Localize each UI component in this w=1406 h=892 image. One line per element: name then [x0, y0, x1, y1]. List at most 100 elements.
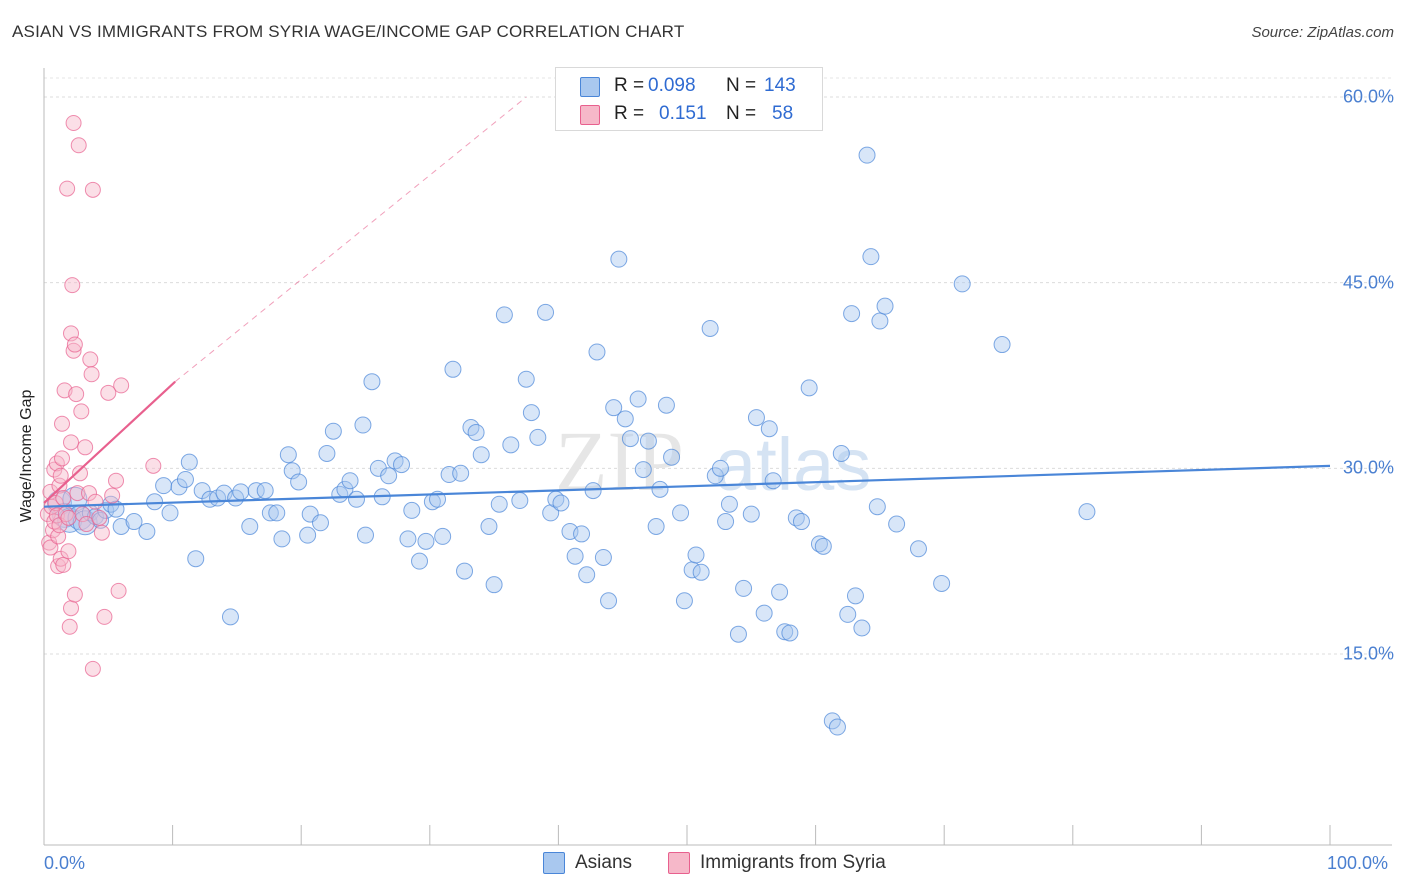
point-asians: [444, 360, 462, 378]
point-asians: [411, 552, 429, 570]
stats-n-label: N =: [726, 75, 757, 96]
point-asians: [490, 495, 508, 513]
point-asians: [502, 436, 520, 454]
point-asians: [647, 518, 665, 536]
trend-line-syria-extension: [174, 96, 527, 383]
point-syria: [78, 516, 95, 533]
point-syria: [100, 384, 117, 401]
point-asians: [839, 605, 857, 623]
stats-r-value: 0.098: [648, 75, 696, 96]
stats-n-value: 143: [764, 75, 796, 96]
point-asians: [993, 336, 1011, 354]
point-asians: [290, 473, 308, 491]
point-asians: [828, 718, 846, 736]
point-syria: [60, 543, 77, 560]
point-syria: [91, 509, 108, 526]
point-syria: [83, 366, 100, 383]
stats-r-label: R =: [614, 75, 645, 96]
point-syria: [108, 472, 125, 489]
point-syria: [72, 465, 89, 482]
point-asians: [324, 422, 342, 440]
point-asians: [742, 505, 760, 523]
point-asians: [279, 446, 297, 464]
legend-swatch-syria: [668, 852, 690, 874]
point-syria: [66, 586, 83, 603]
point-asians: [735, 579, 753, 597]
point-asians: [1078, 503, 1096, 521]
point-asians: [639, 432, 657, 450]
point-syria: [54, 450, 71, 467]
point-syria: [60, 509, 77, 526]
point-asians: [417, 532, 435, 550]
point-syria: [81, 485, 98, 502]
point-asians: [299, 526, 317, 544]
point-asians: [711, 459, 729, 477]
point-asians: [843, 305, 861, 323]
point-asians: [566, 547, 584, 565]
point-syria: [63, 434, 80, 451]
source-label: Source: ZipAtlas.com: [1251, 24, 1394, 41]
point-asians: [341, 472, 359, 490]
stats-n-label: N =: [726, 103, 757, 124]
point-asians: [452, 464, 470, 482]
x-tick-max: 100.0%: [1327, 853, 1389, 873]
point-syria: [82, 351, 99, 368]
point-asians: [600, 592, 618, 610]
point-asians: [232, 483, 250, 501]
point-asians: [495, 306, 513, 324]
point-asians: [800, 379, 818, 397]
point-asians: [933, 574, 951, 592]
point-asians: [256, 482, 274, 500]
point-syria: [65, 342, 82, 359]
point-asians: [862, 248, 880, 266]
x-tick-min: 0.0%: [44, 853, 86, 873]
point-syria: [145, 457, 162, 474]
point-syria: [68, 386, 85, 403]
watermark: ZIP atlas: [555, 413, 871, 509]
point-asians: [871, 312, 889, 330]
point-asians: [858, 146, 876, 164]
point-asians: [462, 418, 480, 436]
chart-title: ASIAN VS IMMIGRANTS FROM SYRIA WAGE/INCO…: [12, 22, 685, 41]
point-asians: [729, 625, 747, 643]
point-asians: [888, 515, 906, 533]
point-syria: [104, 487, 121, 504]
point-syria: [69, 485, 86, 502]
point-asians: [629, 390, 647, 408]
point-asians: [701, 319, 719, 337]
legend-item-syria[interactable]: Immigrants from Syria: [668, 852, 886, 874]
point-asians: [876, 297, 894, 315]
point-syria: [70, 137, 87, 154]
point-asians: [868, 498, 886, 516]
point-syria: [63, 600, 80, 617]
point-asians: [616, 410, 634, 428]
y-tick-label: 30.0%: [1342, 457, 1394, 478]
point-syria: [93, 524, 110, 541]
point-asians: [380, 467, 398, 485]
point-syria: [96, 608, 113, 625]
point-asians: [146, 493, 164, 511]
point-asians: [771, 583, 789, 601]
point-asians: [663, 448, 681, 466]
y-tick-label: 15.0%: [1342, 643, 1394, 664]
point-asians: [755, 604, 773, 622]
watermark-zip: ZIP: [555, 413, 684, 509]
point-asians: [657, 396, 675, 414]
point-asians: [720, 495, 738, 513]
point-asians: [125, 513, 143, 531]
series-syria: [39, 114, 162, 677]
point-asians: [814, 537, 832, 555]
point-syria: [110, 582, 127, 599]
legend-item-asians[interactable]: Asians: [543, 852, 632, 874]
stats-n-value: 58: [772, 103, 794, 124]
point-syria: [55, 556, 72, 573]
point-asians: [573, 525, 591, 543]
point-asians: [634, 461, 652, 479]
series-asians: [46, 146, 1096, 736]
point-asians: [511, 492, 529, 510]
point-asians: [522, 404, 540, 422]
stats-swatch-asians: [580, 77, 600, 97]
point-syria: [42, 539, 59, 556]
point-syria: [77, 439, 94, 456]
point-asians: [403, 501, 421, 519]
